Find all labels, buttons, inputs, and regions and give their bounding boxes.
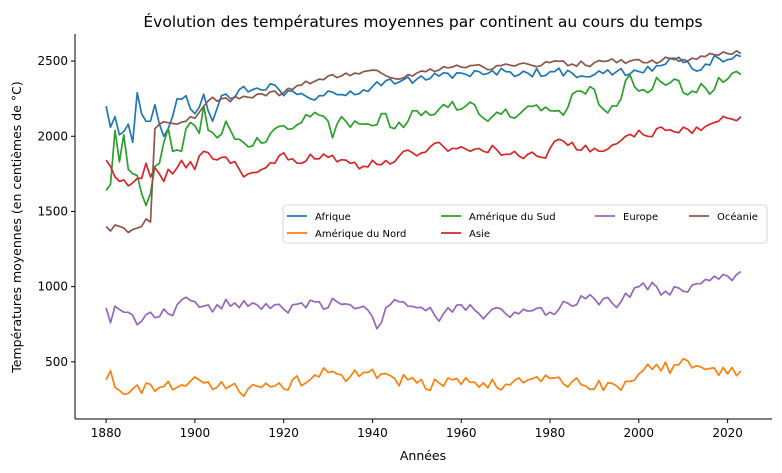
x-tick-label: 1880 <box>91 426 122 440</box>
series-line-2 <box>105 70 742 207</box>
legend-label: Océanie <box>717 211 758 223</box>
series-line-3 <box>105 115 742 187</box>
series-line-4 <box>105 270 742 330</box>
y-axis-ticks: 500 1000 1500 2000 2500 <box>37 54 75 369</box>
legend-label: Asie <box>469 229 490 240</box>
y-tick-label: 1000 <box>37 280 68 294</box>
x-tick-label: 2000 <box>624 426 655 440</box>
series-line-5 <box>105 50 742 234</box>
x-tick-label: 1940 <box>357 426 388 440</box>
legend-frame <box>282 204 768 244</box>
x-tick-label: 1920 <box>268 426 299 440</box>
x-axis-ticks: 1880 1900 1920 1940 1960 1980 2000 2020 <box>91 419 743 440</box>
y-tick-label: 2000 <box>37 129 68 143</box>
series-line-0 <box>105 54 742 144</box>
x-tick-label: 1900 <box>180 426 211 440</box>
legend-label: Europe <box>623 212 658 223</box>
x-tick-label: 1980 <box>535 426 566 440</box>
x-tick-label: 2020 <box>712 426 743 440</box>
y-tick-label: 1500 <box>37 204 68 218</box>
legend-label: Afrique <box>315 212 351 223</box>
chart-title: Évolution des températures moyennes par … <box>143 12 702 31</box>
y-axis-label: Températures moyennes (en centièmes de °… <box>9 81 24 373</box>
series-line-1 <box>105 357 742 398</box>
x-tick-label: 1960 <box>446 426 477 440</box>
legend-label: Amérique du Nord <box>315 228 406 240</box>
x-axis-label: Années <box>400 448 446 463</box>
legend-label: Amérique du Sud <box>469 211 556 223</box>
y-tick-label: 500 <box>45 355 68 369</box>
y-tick-label: 2500 <box>37 54 68 68</box>
legend: Afrique Amérique du Nord Amérique du Sud As… <box>282 204 768 244</box>
plot-area <box>105 50 742 398</box>
